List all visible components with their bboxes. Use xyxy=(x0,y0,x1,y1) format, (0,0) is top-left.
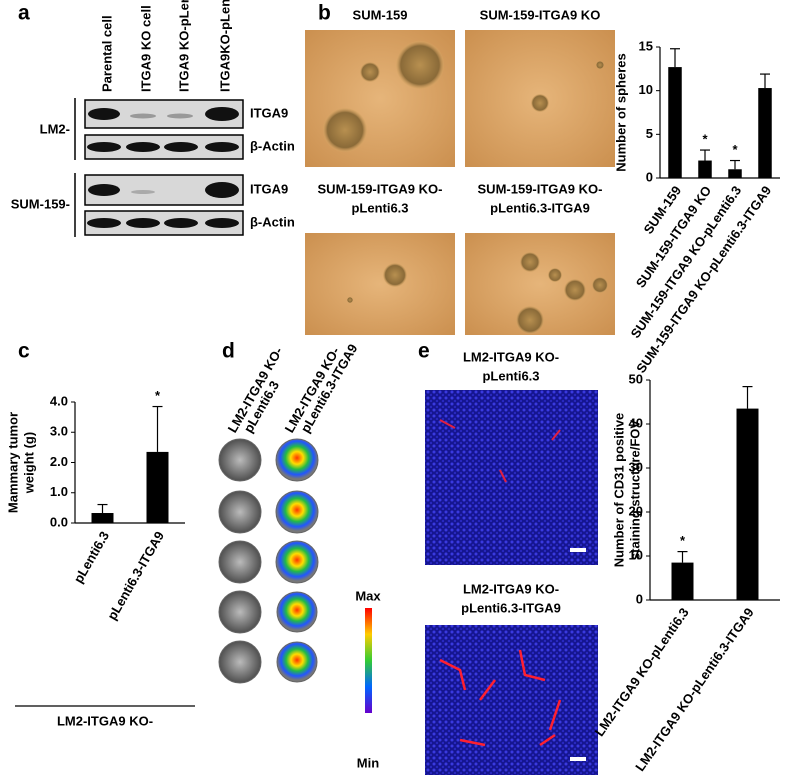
y-tick-label: 10 xyxy=(629,547,643,562)
y-tick-label: 15 xyxy=(639,38,653,53)
significance-star: * xyxy=(155,388,161,403)
band-label: ITGA9 xyxy=(250,105,288,120)
image-title: pLenti6.3-ITGA9 xyxy=(461,600,561,615)
y-tick-label: 0 xyxy=(646,169,653,184)
y-tick-label: 1.0 xyxy=(50,484,68,499)
lane-label: ITGA9 KO-pLenti6.3 cell xyxy=(176,0,191,92)
image-title: pLenti6.3 xyxy=(482,368,539,383)
image-title: pLenti6.3 xyxy=(351,200,408,215)
bar xyxy=(758,88,772,178)
y-tick-label: 20 xyxy=(629,503,643,518)
y-axis-label: Number of CD31 positive xyxy=(611,413,626,568)
significance-star: * xyxy=(680,533,686,548)
panel-label: d xyxy=(222,340,235,363)
image-title: SUM-159-ITGA9 KO- xyxy=(478,181,603,196)
image-title: SUM-159-ITGA9 KO xyxy=(480,7,601,22)
bar xyxy=(728,169,742,178)
image-title: LM2-ITGA9 KO- xyxy=(463,581,559,596)
y-tick-label: 30 xyxy=(629,459,643,474)
y-tick-label: 3.0 xyxy=(50,424,68,439)
band-label: ITGA9 xyxy=(250,181,288,196)
group-label: SUM-159- xyxy=(11,196,70,211)
image-title: pLenti6.3-ITGA9 xyxy=(490,200,590,215)
image-title: SUM-159 xyxy=(353,7,408,22)
blot-bands xyxy=(87,107,239,228)
panel-label: b xyxy=(318,2,331,25)
bar xyxy=(668,67,682,178)
significance-star: * xyxy=(732,142,738,157)
significance-star: * xyxy=(702,131,708,146)
band-label: β-Actin xyxy=(250,214,295,229)
mouse-images xyxy=(218,438,319,684)
image-title: SUM-159-ITGA9 KO- xyxy=(318,181,443,196)
image-title: LM2-ITGA9 KO- xyxy=(463,349,559,364)
bar xyxy=(91,513,114,523)
y-tick-label: 0 xyxy=(636,591,643,606)
y-axis-label: staining structure/FOV xyxy=(627,420,642,560)
y-tick-label: 5 xyxy=(646,126,653,141)
lane-label: ITGA9 KO cell xyxy=(138,5,153,92)
y-tick-label: 0.0 xyxy=(50,514,68,529)
bar xyxy=(146,451,169,523)
y-tick-label: 4.0 xyxy=(50,393,68,408)
micrographs xyxy=(305,30,615,335)
panel-label: c xyxy=(18,340,30,363)
bar xyxy=(698,160,712,178)
x-tick-label: pLenti6.3 xyxy=(71,529,113,586)
bar xyxy=(671,562,694,600)
lane-label: Parental cell xyxy=(99,15,114,92)
scale-label: Max xyxy=(355,588,381,603)
y-tick-label: 40 xyxy=(629,415,643,430)
y-tick-label: 10 xyxy=(639,82,653,97)
y-axis-label: Mammary tumor xyxy=(5,412,20,513)
y-axis-label: weight (g) xyxy=(21,432,36,494)
tissue-images xyxy=(425,390,598,775)
group-label: LM2- xyxy=(40,121,70,136)
panel-label: e xyxy=(418,340,430,363)
panel-label: a xyxy=(18,2,30,25)
color-scale xyxy=(365,608,372,713)
x-tick-label: LM2-ITGA9 KO-pLenti6.3-ITGA9 xyxy=(632,605,757,774)
bar xyxy=(736,408,759,600)
y-tick-label: 2.0 xyxy=(50,454,68,469)
band-label: β-Actin xyxy=(250,138,295,153)
group-label: LM2-ITGA9 KO- xyxy=(57,713,153,728)
x-tick-label: pLenti6.3-ITGA9 xyxy=(104,529,167,623)
y-axis-label: Number of spheres xyxy=(613,53,628,171)
scale-label: Min xyxy=(357,755,379,770)
y-tick-label: 50 xyxy=(629,371,643,386)
